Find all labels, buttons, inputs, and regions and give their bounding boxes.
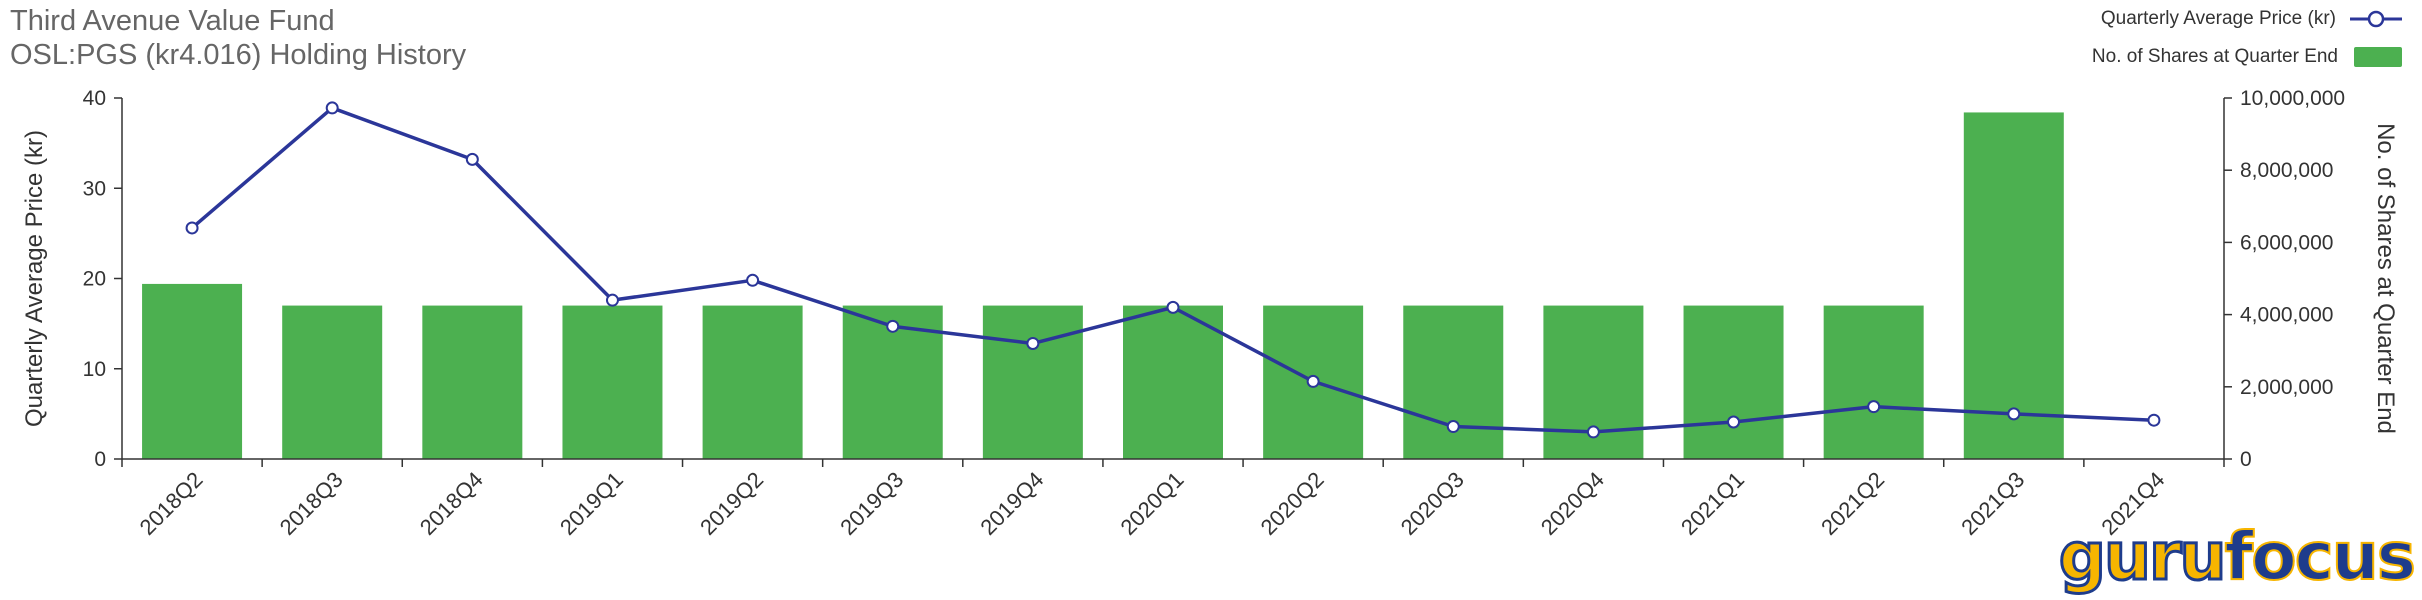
bar-swatch-icon: [2354, 47, 2402, 67]
price-point-2018Q3: [325, 101, 339, 115]
price-point-2019Q3: [886, 319, 900, 333]
shares-bar-2018Q2: [142, 283, 243, 459]
x-tick-label-2019Q1: 2019Q1: [555, 467, 628, 540]
price-point-2019Q4: [1026, 336, 1040, 350]
x-tick-label-2020Q4: 2020Q4: [1536, 467, 1609, 540]
x-tick-label-2020Q1: 2020Q1: [1115, 467, 1188, 540]
price-point-2021Q4: [2147, 413, 2161, 427]
shares-bar-2019Q4: [982, 305, 1083, 459]
left-tick-label: 20: [83, 268, 106, 291]
right-tick-label: 8,000,000: [2240, 159, 2333, 182]
price-point-2019Q1: [605, 293, 619, 307]
right-tick-label: 0: [2240, 448, 2252, 471]
price-point-2020Q4: [1586, 425, 1600, 439]
logo-part-focus: focus: [2224, 518, 2417, 595]
x-tick-label-2019Q3: 2019Q3: [835, 467, 908, 540]
price-point-2020Q2: [1306, 374, 1320, 388]
legend-item-price[interactable]: Quarterly Average Price (kr): [2092, 0, 2402, 38]
shares-bar-2020Q1: [1123, 305, 1223, 459]
holding-title: OSL:PGS (kr4.016) Holding History: [10, 39, 467, 71]
price-point-2021Q3: [2007, 407, 2021, 421]
legend-label-price: Quarterly Average Price (kr): [2100, 8, 2336, 29]
shares-bar-2019Q2: [702, 305, 803, 459]
x-tick-label-2018Q4: 2018Q4: [415, 467, 488, 540]
left-axis-title: Quarterly Average Price (kr): [21, 130, 48, 427]
fund-name: Third Avenue Value Fund: [10, 5, 335, 37]
x-tick-label-2021Q3: 2021Q3: [1956, 467, 2029, 540]
x-tick-label-2019Q2: 2019Q2: [695, 467, 768, 540]
left-tick-label: 10: [83, 358, 106, 381]
shares-bar-2019Q1: [562, 305, 663, 459]
x-tick-label-2020Q3: 2020Q3: [1396, 467, 1469, 540]
x-tick-label-2018Q2: 2018Q2: [135, 467, 208, 540]
right-tick-label: 4,000,000: [2240, 304, 2333, 327]
legend-label-shares: No. of Shares at Quarter End: [2091, 46, 2338, 67]
price-point-2021Q1: [1727, 415, 1741, 429]
left-tick-label: 40: [83, 87, 106, 110]
price-point-2018Q4: [465, 152, 479, 166]
shares-bar-2021Q2: [1823, 305, 1924, 459]
price-point-2020Q3: [1446, 420, 1460, 434]
right-tick-label: 2,000,000: [2240, 376, 2333, 399]
x-tick-label-2019Q4: 2019Q4: [975, 467, 1048, 540]
right-tick-label: 10,000,000: [2240, 87, 2345, 110]
chart-legend: Quarterly Average Price (kr) No. of Shar…: [2092, 0, 2402, 76]
price-point-2018Q2: [185, 221, 199, 235]
axes: [114, 97, 2232, 467]
shares-bar-2021Q1: [1683, 305, 1784, 459]
right-axis-title: No. of Shares at Quarter End: [2372, 123, 2399, 434]
price-point-2021Q2: [1867, 400, 1881, 414]
line-marker-icon: [2350, 10, 2402, 28]
x-tick-label-2018Q3: 2018Q3: [275, 467, 348, 540]
left-tick-label: 0: [94, 448, 106, 471]
right-tick-label: 6,000,000: [2240, 231, 2333, 254]
shares-bars: [142, 112, 2064, 459]
legend-item-shares[interactable]: No. of Shares at Quarter End: [2092, 38, 2402, 76]
price-point-2020Q1: [1166, 300, 1180, 314]
logo-part-guru: guru: [2057, 518, 2228, 595]
left-tick-label: 30: [83, 177, 106, 200]
x-tick-label-2021Q1: 2021Q1: [1676, 467, 1749, 540]
chart-header: Third Avenue Value Fund OSL:PGS (kr4.016…: [10, 4, 466, 72]
shares-bar-2018Q3: [282, 305, 383, 459]
x-tick-label-2021Q2: 2021Q2: [1816, 467, 1889, 540]
x-tick-label-2020Q2: 2020Q2: [1256, 467, 1329, 540]
shares-bar-2020Q3: [1403, 305, 1504, 459]
shares-bar-2018Q4: [422, 305, 523, 459]
shares-bar-2021Q3: [1963, 112, 2064, 459]
price-point-2019Q2: [746, 273, 760, 287]
price-line-series: [185, 101, 2161, 439]
gurufocus-logo: gurufocus: [2057, 522, 2417, 591]
